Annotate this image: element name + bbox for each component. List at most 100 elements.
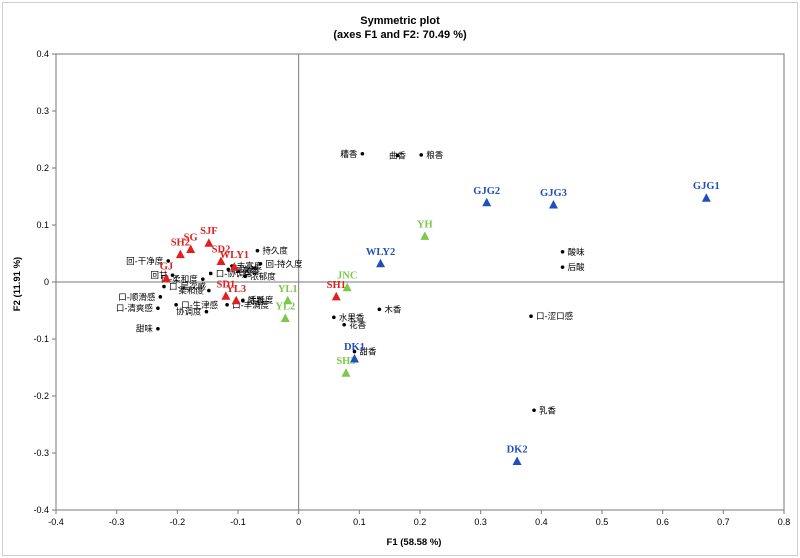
attribute-label: 糟香 <box>340 149 358 160</box>
attribute-point <box>158 295 163 299</box>
attribute-point <box>174 303 178 307</box>
attribute-point <box>258 261 263 266</box>
sample-label: WLY2 <box>366 247 395 258</box>
attribute-label: 口-丰满度 <box>232 300 270 311</box>
attribute-point <box>162 284 166 289</box>
attribute-point <box>170 273 175 277</box>
attribute-label: 活跃度 <box>248 295 274 306</box>
attribute-label: 乳香 <box>539 405 557 416</box>
attribute-point <box>226 267 231 272</box>
attribute-label: 丰富度 <box>237 261 263 272</box>
attribute-label: 花香 <box>349 320 367 331</box>
x-tick-label: 0.5 <box>596 517 609 527</box>
sample-point <box>229 262 239 271</box>
y-tick-label: -0.4 <box>33 505 49 515</box>
sample-point <box>349 353 359 363</box>
x-tick-label: 0.6 <box>656 517 669 527</box>
x-tick-label: 0.3 <box>474 517 487 527</box>
attribute-label: 口-生津感 <box>181 300 219 311</box>
sample-label: YL2 <box>275 301 295 312</box>
attribute-label: 水果香 <box>339 312 365 323</box>
attribute-label: 持久度 <box>262 246 288 257</box>
sample-label: YH <box>417 219 433 230</box>
attribute-point <box>156 306 160 311</box>
sample-label: SD1 <box>217 279 236 290</box>
sample-point <box>482 197 492 207</box>
x-tick-label: 0.8 <box>778 517 791 527</box>
attribute-label: 回-持久度 <box>265 259 303 270</box>
sample-point <box>331 291 341 301</box>
attribute-point <box>243 274 248 279</box>
sample-point <box>341 368 351 377</box>
attribute-label: 甜香 <box>359 347 377 358</box>
attribute-point <box>166 259 171 263</box>
attribute-label: 木香 <box>384 304 402 315</box>
sample-label: WLY1 <box>220 250 249 261</box>
attribute-point <box>529 314 533 319</box>
attribute-label: 陈香 <box>248 296 266 307</box>
sample-label: YL1 <box>278 284 298 295</box>
y-axis-label: F2 (11.91 %) <box>12 257 23 311</box>
x-tick-label: -0.2 <box>170 517 186 527</box>
sample-point <box>280 313 290 322</box>
sample-label: GJ <box>160 262 173 273</box>
attribute-point <box>207 288 211 293</box>
y-tick-label: 0.3 <box>36 106 49 116</box>
x-tick-label: 0.4 <box>535 517 548 527</box>
attribute-point <box>377 307 382 312</box>
chart-subtitle: (axes F1 and F2: 70.49 %) <box>333 29 467 41</box>
sample-point <box>221 291 231 300</box>
sample-label: SH1 <box>327 280 346 291</box>
x-tick-label: -0.3 <box>109 517 125 527</box>
attribute-label: 口-柔和度 <box>161 274 199 285</box>
sample-label: GJG2 <box>473 186 500 197</box>
attribute-point <box>352 349 357 354</box>
sample-point <box>216 256 226 265</box>
x-axis-label: F1 (58.58 %) <box>387 537 442 548</box>
sample-label: YL3 <box>226 284 246 295</box>
x-tick-label: 0 <box>296 517 301 527</box>
attribute-label: 口-协调度 <box>216 268 254 279</box>
attribute-label: 窖香 <box>243 266 261 277</box>
x-tick-label: 0.2 <box>414 517 427 527</box>
attribute-point <box>332 315 336 320</box>
sample-label: SD2 <box>212 244 231 255</box>
attribute-point <box>395 153 400 158</box>
attribute-label: 柔和度 <box>178 286 204 297</box>
sample-label: SJF <box>200 226 218 237</box>
y-tick-label: 0.2 <box>36 163 49 173</box>
sample-point <box>186 244 196 254</box>
attribute-label: 粮香 <box>426 150 444 161</box>
sample-point <box>701 193 711 202</box>
x-tick-label: -0.4 <box>48 517 64 527</box>
attribute-point <box>560 265 565 269</box>
attribute-label: 口-顺滑感 <box>118 292 156 303</box>
attribute-label: 回-干净度 <box>126 256 164 267</box>
sample-point <box>175 249 185 259</box>
attribute-label: 甜味 <box>136 324 154 335</box>
sample-label: GJG1 <box>693 181 720 192</box>
attribute-point <box>560 249 565 254</box>
attribute-point <box>201 277 205 281</box>
attribute-point <box>225 303 229 307</box>
y-tick-label: 0.1 <box>36 220 49 230</box>
x-tick-label: 0.1 <box>353 517 366 527</box>
sample-point <box>231 295 241 305</box>
attribute-label: 酸味 <box>568 247 586 258</box>
sample-point <box>283 295 293 305</box>
sample-point <box>204 238 214 247</box>
y-tick-label: 0.4 <box>36 49 49 59</box>
sample-label: JNC <box>337 271 357 282</box>
sample-point <box>420 231 430 240</box>
sample-label: SH3 <box>336 356 355 367</box>
attribute-label: 后酸 <box>568 262 586 273</box>
attribute-label: 层次感 <box>233 264 259 275</box>
attribute-label: 浓郁度 <box>250 271 276 282</box>
y-tick-label: -0.3 <box>33 448 49 458</box>
attribute-point <box>419 153 424 157</box>
x-tick-label: -0.1 <box>230 517 246 527</box>
attribute-label: 协调度 <box>176 307 202 318</box>
attribute-label: 回甘 <box>150 270 168 281</box>
attribute-point <box>208 271 213 276</box>
attribute-point <box>342 322 346 327</box>
